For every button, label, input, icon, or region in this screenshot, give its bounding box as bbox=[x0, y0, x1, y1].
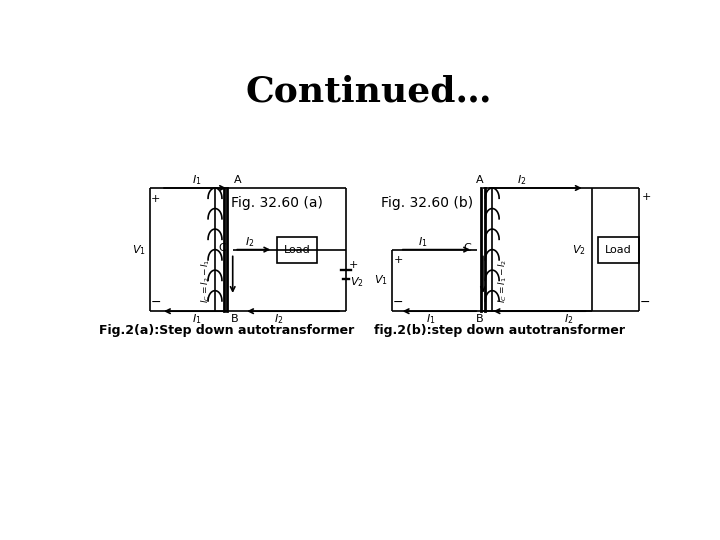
Text: $I_1$: $I_1$ bbox=[426, 312, 436, 326]
Text: +: + bbox=[394, 255, 403, 265]
Text: A: A bbox=[476, 176, 484, 185]
Text: $I_2$: $I_2$ bbox=[274, 312, 284, 326]
Text: −: − bbox=[639, 295, 650, 308]
Text: Fig. 32.60 (a): Fig. 32.60 (a) bbox=[230, 197, 323, 211]
Text: −: − bbox=[150, 295, 161, 308]
Text: B: B bbox=[230, 314, 238, 324]
Text: $I_1$: $I_1$ bbox=[192, 173, 202, 187]
Text: $V_2$: $V_2$ bbox=[350, 275, 364, 289]
Text: $I_2$: $I_2$ bbox=[517, 173, 526, 187]
Text: Fig.2(a):Step down autotransformer: Fig.2(a):Step down autotransformer bbox=[99, 324, 354, 337]
Text: $I_2$: $I_2$ bbox=[564, 312, 574, 326]
Text: $I_C=I_2-I_1$: $I_C=I_2-I_1$ bbox=[199, 258, 212, 302]
Bar bbox=[598, 237, 639, 262]
Text: $I_C=I_1-I_2$: $I_C=I_1-I_2$ bbox=[497, 258, 509, 302]
Text: Fig. 32.60 (b): Fig. 32.60 (b) bbox=[381, 197, 473, 211]
Text: Load: Load bbox=[284, 245, 310, 254]
Text: Continued…: Continued… bbox=[246, 75, 492, 109]
Text: $V_1$: $V_1$ bbox=[132, 242, 145, 256]
Text: +: + bbox=[642, 192, 651, 202]
Text: −: − bbox=[393, 295, 403, 308]
Text: $V_2$: $V_2$ bbox=[572, 242, 585, 256]
Text: Load: Load bbox=[605, 245, 632, 254]
Bar bbox=[277, 237, 317, 262]
Text: fig.2(b):step down autotransformer: fig.2(b):step down autotransformer bbox=[374, 324, 626, 337]
Text: C: C bbox=[463, 243, 471, 253]
Text: $I_1$: $I_1$ bbox=[418, 235, 428, 249]
Text: $V_1$: $V_1$ bbox=[374, 273, 388, 287]
Text: C: C bbox=[219, 243, 227, 253]
Text: +: + bbox=[151, 194, 161, 204]
Text: $I_2$: $I_2$ bbox=[245, 235, 254, 249]
Text: $I_1$: $I_1$ bbox=[192, 312, 202, 326]
Text: B: B bbox=[476, 314, 484, 324]
Text: +: + bbox=[349, 260, 359, 271]
Text: A: A bbox=[233, 176, 241, 185]
